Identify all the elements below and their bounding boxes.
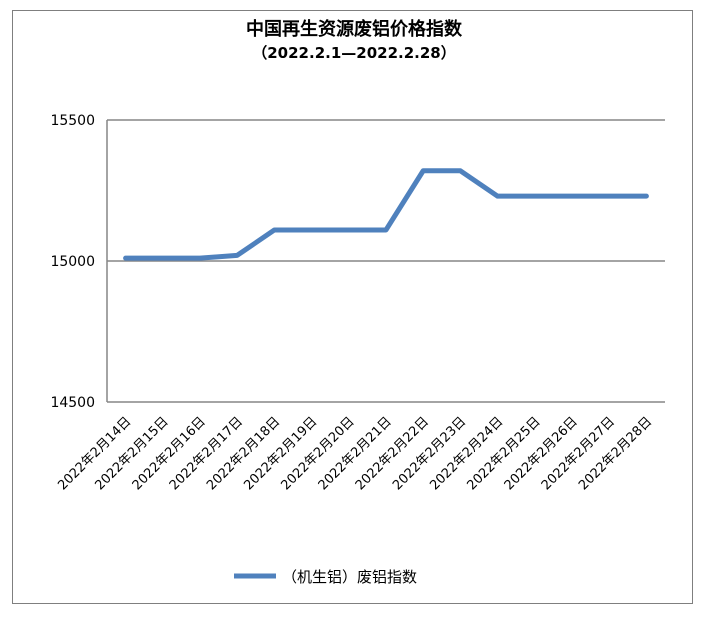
y-tick-label: 14500: [50, 395, 95, 411]
chart-subtitle: （2022.2.1—2022.2.28）: [252, 44, 455, 62]
chart-title: 中国再生资源废铝价格指数: [246, 18, 463, 40]
y-tick-label: 15000: [50, 254, 95, 270]
y-tick-label: 15500: [50, 113, 95, 129]
chart-frame: [12, 10, 693, 604]
series-line: [123, 168, 649, 261]
legend: （机生铝）废铝指数: [234, 568, 417, 586]
legend-label: （机生铝）废铝指数: [282, 568, 417, 586]
